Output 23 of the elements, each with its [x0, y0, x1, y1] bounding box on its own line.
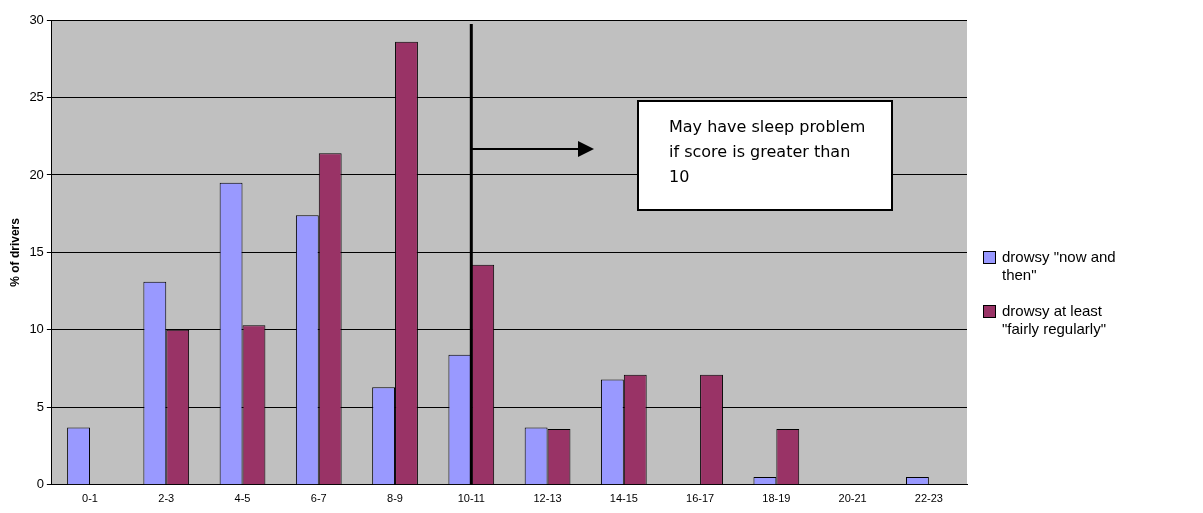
x-tick-label: 0-1 — [82, 492, 98, 505]
x-tick-label: 18-19 — [762, 492, 791, 505]
y-tick-label: 20 — [29, 166, 44, 182]
y-axis-title: % of drivers — [7, 217, 22, 287]
note-box: May have sleep problem if score is greater than 10 — [637, 100, 893, 211]
y-tick-label: 15 — [29, 243, 44, 259]
x-tick-label: 14-15 — [609, 492, 638, 505]
x-tick-label: 12-13 — [533, 492, 562, 505]
x-tick-label: 10-11 — [457, 492, 485, 505]
x-tick-label: 16-17 — [686, 492, 715, 505]
y-tick-label: 5 — [36, 398, 44, 414]
x-tick-label: 4-5 — [234, 492, 251, 505]
y-tick-label: 30 — [29, 11, 44, 27]
x-tick-label: 22-23 — [914, 492, 943, 505]
legend-label: drowsy "now and then" — [1002, 248, 1117, 284]
legend-label: drowsy at least "fairly regularly" — [1002, 302, 1107, 338]
y-tick-label: 25 — [29, 89, 44, 105]
x-tick-label: 20-21 — [838, 492, 867, 505]
x-tick-label: 6-7 — [310, 492, 327, 505]
y-tick-label: 10 — [29, 321, 44, 337]
x-tick-label: 8-9 — [387, 492, 403, 505]
x-tick-label: 2-3 — [158, 492, 175, 505]
y-tick-label: 0 — [36, 476, 44, 492]
